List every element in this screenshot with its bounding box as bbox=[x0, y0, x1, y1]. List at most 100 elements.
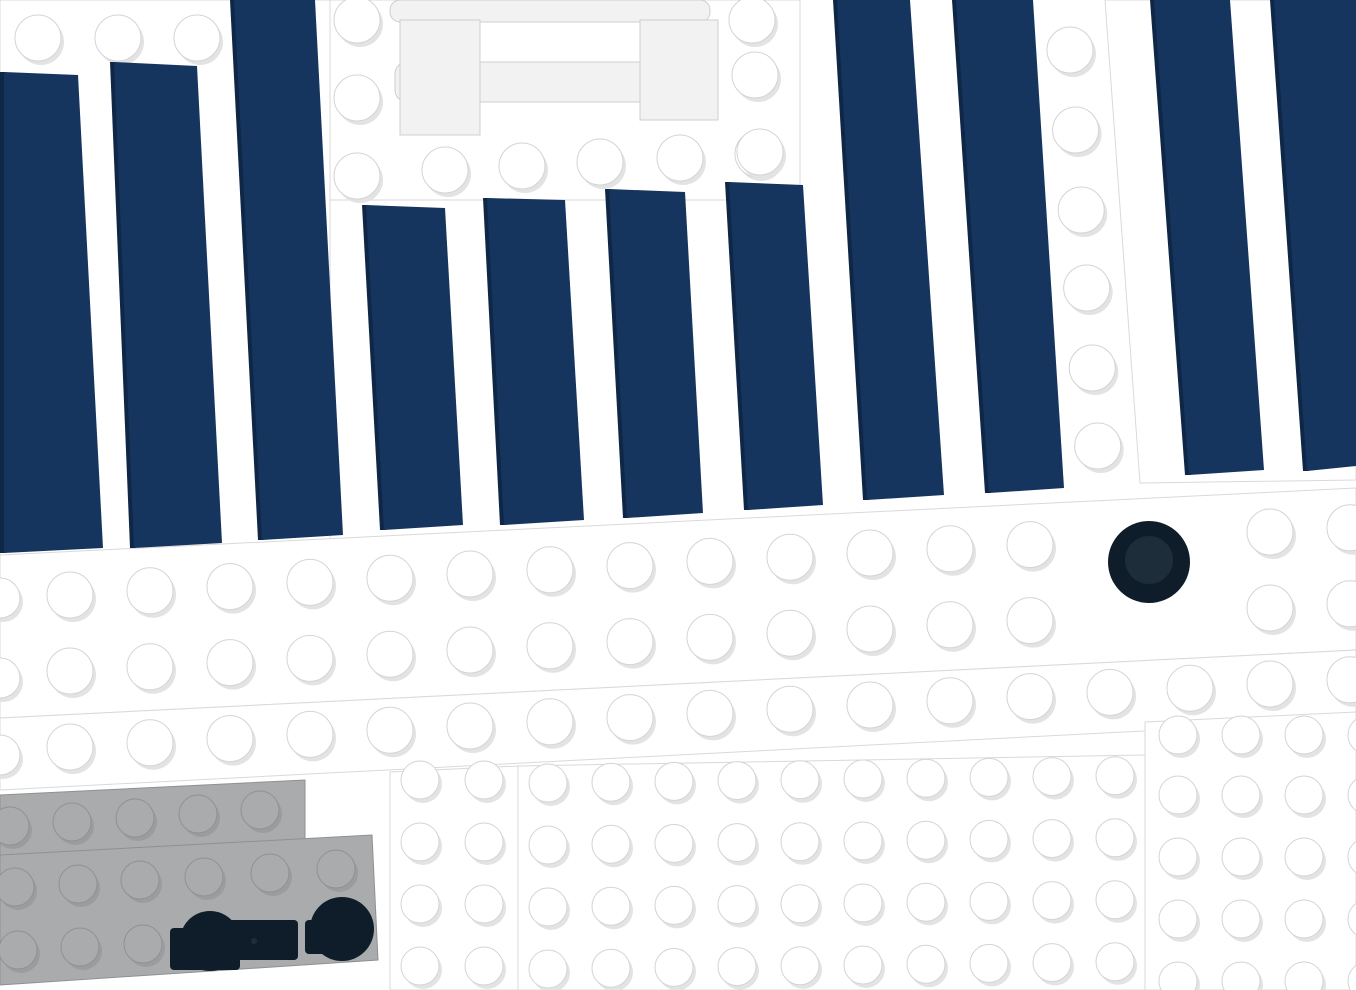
stud-icon bbox=[686, 537, 736, 589]
stud-icon bbox=[606, 542, 656, 593]
stud-icon bbox=[1221, 775, 1263, 818]
stud-icon bbox=[906, 758, 948, 802]
stud-icon bbox=[250, 853, 292, 896]
stud-icon bbox=[333, 152, 383, 203]
stud-icon bbox=[528, 825, 570, 868]
stud-icon bbox=[1284, 961, 1326, 990]
stud-icon bbox=[526, 546, 576, 597]
dark-blue-tile bbox=[483, 198, 584, 525]
stud-icon bbox=[780, 822, 822, 865]
stud-icon bbox=[728, 0, 778, 47]
dark-blue-tile bbox=[230, 0, 343, 540]
stud-icon bbox=[526, 622, 576, 673]
stud-icon bbox=[206, 639, 256, 690]
stud-icon bbox=[926, 525, 976, 576]
stud-icon bbox=[906, 944, 948, 988]
stud-icon bbox=[286, 558, 336, 610]
stud-icon bbox=[14, 14, 64, 65]
stud-icon bbox=[1095, 818, 1137, 861]
stud-icon bbox=[178, 794, 220, 837]
stud-icon bbox=[0, 930, 40, 973]
stud-icon bbox=[654, 885, 696, 929]
stud-icon bbox=[780, 884, 822, 927]
stud-icon bbox=[1347, 840, 1356, 874]
stud-icon bbox=[46, 571, 96, 622]
stud-icon bbox=[843, 945, 885, 988]
dark-blue-tile bbox=[110, 62, 222, 548]
rail-assembly bbox=[389, 0, 719, 136]
stud-icon bbox=[184, 857, 226, 900]
stud-icon bbox=[0, 657, 23, 702]
stud-icon bbox=[1347, 778, 1356, 812]
stud-icon bbox=[1284, 715, 1326, 758]
stud-icon bbox=[126, 719, 176, 770]
stud-icon bbox=[0, 734, 23, 779]
rail-mount-left bbox=[399, 19, 481, 136]
stud-icon bbox=[906, 882, 948, 926]
stud-icon bbox=[969, 881, 1011, 925]
stud-icon bbox=[123, 924, 165, 967]
base-plate-bottom-center bbox=[517, 754, 1146, 990]
stud-icon bbox=[366, 706, 416, 758]
stud-icon bbox=[1052, 106, 1102, 157]
stud-icon bbox=[686, 613, 736, 665]
stud-icon bbox=[1326, 656, 1356, 707]
stud-icon bbox=[333, 74, 383, 125]
stud-icon bbox=[654, 947, 696, 990]
stud-icon bbox=[846, 681, 896, 732]
stud-icon bbox=[846, 605, 896, 656]
stud-icon bbox=[1063, 264, 1113, 315]
stud-icon bbox=[1246, 660, 1296, 711]
stud-icon bbox=[654, 761, 696, 805]
stud-icon bbox=[206, 715, 256, 766]
stud-icon bbox=[843, 821, 885, 864]
stud-icon bbox=[1158, 775, 1200, 818]
stud-icon bbox=[591, 886, 633, 930]
dark-blue-tile bbox=[362, 205, 463, 530]
stud-icon bbox=[1057, 186, 1108, 237]
stud-icon bbox=[1221, 961, 1263, 990]
stud-icon bbox=[240, 790, 282, 833]
stud-icon bbox=[1095, 756, 1137, 799]
stud-icon bbox=[446, 626, 496, 677]
black-round-plate-icon bbox=[1108, 521, 1190, 603]
stud-icon bbox=[94, 14, 144, 65]
stud-icon bbox=[1032, 819, 1074, 862]
stud-icon bbox=[446, 702, 496, 753]
stud-icon bbox=[766, 609, 816, 661]
stud-icon bbox=[0, 867, 37, 910]
stud-icon bbox=[1326, 580, 1356, 631]
stud-icon bbox=[333, 0, 383, 47]
stud-icon bbox=[286, 634, 336, 686]
stud-icon bbox=[1095, 942, 1137, 985]
stud-icon bbox=[115, 798, 157, 841]
stud-icon bbox=[576, 138, 626, 189]
stud-icon bbox=[717, 823, 759, 866]
stud-icon bbox=[126, 643, 176, 694]
stud-icon bbox=[1347, 718, 1356, 752]
stud-icon bbox=[780, 760, 822, 803]
stud-icon bbox=[1158, 837, 1200, 880]
stud-icon bbox=[126, 567, 176, 618]
stud-icon bbox=[1284, 837, 1326, 880]
stud-icon bbox=[58, 864, 100, 907]
stud-icon bbox=[400, 946, 442, 989]
stud-icon bbox=[1158, 899, 1200, 942]
stud-icon bbox=[1032, 757, 1074, 800]
stud-icon bbox=[1221, 837, 1263, 880]
stud-icon bbox=[1095, 880, 1137, 923]
stud-icon bbox=[969, 943, 1011, 987]
stud-icon bbox=[446, 550, 496, 601]
stud-icon bbox=[400, 760, 442, 803]
stud-icon bbox=[286, 710, 336, 762]
rail-top bbox=[389, 0, 711, 23]
stud-icon bbox=[1246, 508, 1296, 559]
stud-icon bbox=[1166, 664, 1216, 716]
stud-icon bbox=[1158, 961, 1200, 990]
stud-icon bbox=[1284, 899, 1326, 942]
stud-icon bbox=[717, 885, 759, 928]
stud-icon bbox=[0, 806, 32, 849]
stud-icon bbox=[1006, 597, 1056, 648]
stud-icon bbox=[717, 947, 759, 990]
